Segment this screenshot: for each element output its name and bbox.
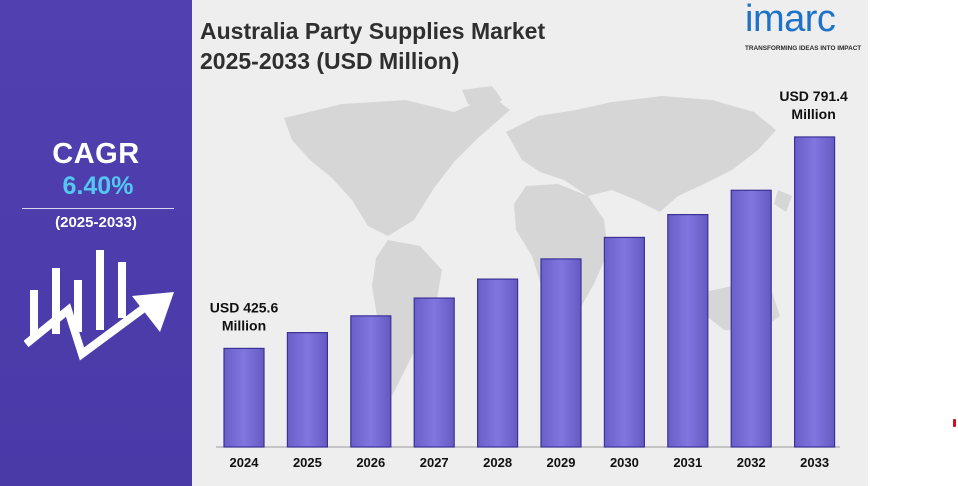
cagr-period: (2025-2033) — [55, 214, 137, 231]
x-tick-2032: 2032 — [737, 455, 766, 470]
bar-2024 — [223, 347, 265, 448]
x-tick-2024: 2024 — [230, 455, 260, 470]
bar-2029 — [540, 258, 582, 448]
cagr-panel — [0, 0, 192, 486]
logo-tagline: TRANSFORMING IDEAS INTO IMPACT — [745, 45, 862, 52]
growth-arrow-bars-icon — [24, 250, 174, 361]
bar-2032 — [730, 189, 772, 448]
x-tick-2026: 2026 — [356, 455, 385, 470]
x-tick-2025: 2025 — [293, 455, 322, 470]
chart-title-line-2: 2025-2033 (USD Million) — [200, 48, 460, 74]
data-label-2033: USD 791.4 Million — [779, 88, 848, 122]
bar-2030 — [603, 236, 646, 448]
bar-2026 — [350, 315, 392, 448]
bar-2028 — [477, 278, 519, 448]
bar-2027 — [413, 297, 455, 448]
x-tick-2029: 2029 — [547, 455, 576, 470]
edge-marker — [953, 419, 956, 427]
bar-2031 — [667, 213, 709, 448]
x-tick-2028: 2028 — [483, 455, 512, 470]
imarc-logo: imarc TRANSFORMING IDEAS INTO IMPACT — [745, 0, 867, 56]
x-tick-2030: 2030 — [610, 455, 639, 470]
x-tick-2027: 2027 — [420, 455, 449, 470]
logo-wordmark: imarc — [745, 0, 836, 40]
x-tick-2031: 2031 — [673, 455, 702, 470]
cagr-label: CAGR — [52, 138, 140, 170]
data-label-2024: USD 425.6 Million — [210, 299, 279, 333]
bar-2025 — [286, 332, 328, 448]
cagr-value: 6.40% — [62, 172, 134, 200]
chart-title-line-1: Australia Party Supplies Market — [200, 18, 546, 44]
bar-2033 — [793, 136, 836, 448]
x-tick-2033: 2033 — [800, 455, 829, 470]
cagr-divider — [22, 208, 174, 209]
chart-title: Australia Party Supplies Market 2025-203… — [200, 16, 620, 76]
